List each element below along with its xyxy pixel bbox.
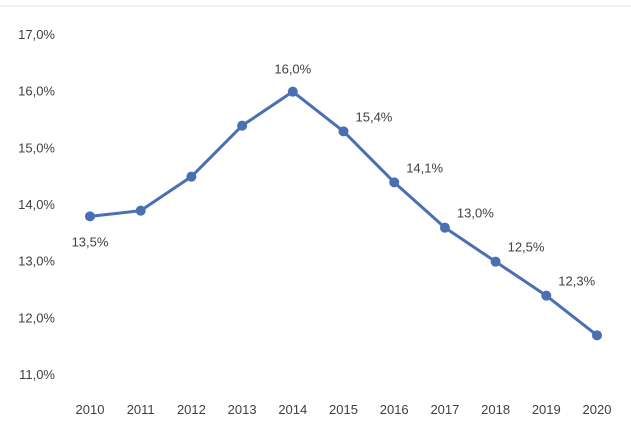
y-tick-label: 12,0% — [18, 310, 55, 325]
x-tick-label: 2016 — [380, 402, 409, 417]
data-point — [439, 222, 450, 233]
y-axis: 11,0% 12,0% 13,0% 14,0% 15,0% 16,0% 17,0% — [18, 27, 55, 382]
data-point — [135, 205, 146, 216]
y-tick-label: 15,0% — [18, 140, 55, 155]
y-tick-label: 14,0% — [18, 197, 55, 212]
data-label: 12,5% — [508, 240, 545, 255]
x-tick-label: 2014 — [278, 402, 307, 417]
data-label: 13,5% — [72, 234, 109, 249]
x-axis: 2010 2011 2012 2013 2014 2015 2016 2017 2018 2019… — [76, 402, 612, 417]
y-tick-label: 16,0% — [18, 84, 55, 99]
y-tick-label: 13,0% — [18, 254, 55, 269]
data-label: 14,1% — [406, 160, 443, 175]
data-label: 12,3% — [558, 274, 595, 289]
data-point — [541, 290, 552, 301]
data-labels: 13,5% 16,0% 15,4% 14,1% 13,0% 12,5% 12,3% — [72, 62, 596, 289]
x-tick-label: 2018 — [481, 402, 510, 417]
x-tick-label: 2013 — [228, 402, 257, 417]
x-tick-label: 2011 — [127, 402, 155, 417]
data-point — [389, 177, 400, 188]
data-point — [85, 211, 95, 222]
data-point — [338, 126, 349, 137]
data-label: 13,0% — [457, 206, 494, 221]
x-tick-label: 2019 — [532, 402, 561, 417]
data-point — [186, 171, 197, 182]
y-tick-label: 11,0% — [19, 367, 55, 382]
x-tick-label: 2010 — [76, 402, 105, 417]
x-tick-label: 2012 — [177, 402, 206, 417]
data-label: 16,0% — [274, 62, 311, 77]
y-tick-label: 17,0% — [18, 27, 55, 42]
x-tick-label: 2015 — [329, 402, 358, 417]
data-point — [287, 86, 298, 97]
x-tick-label: 2017 — [430, 402, 459, 417]
data-point — [592, 330, 602, 341]
x-tick-label: 2020 — [583, 402, 612, 417]
data-point — [237, 120, 248, 131]
series-group — [85, 86, 602, 341]
data-point — [490, 256, 501, 267]
data-label: 15,4% — [356, 109, 393, 124]
